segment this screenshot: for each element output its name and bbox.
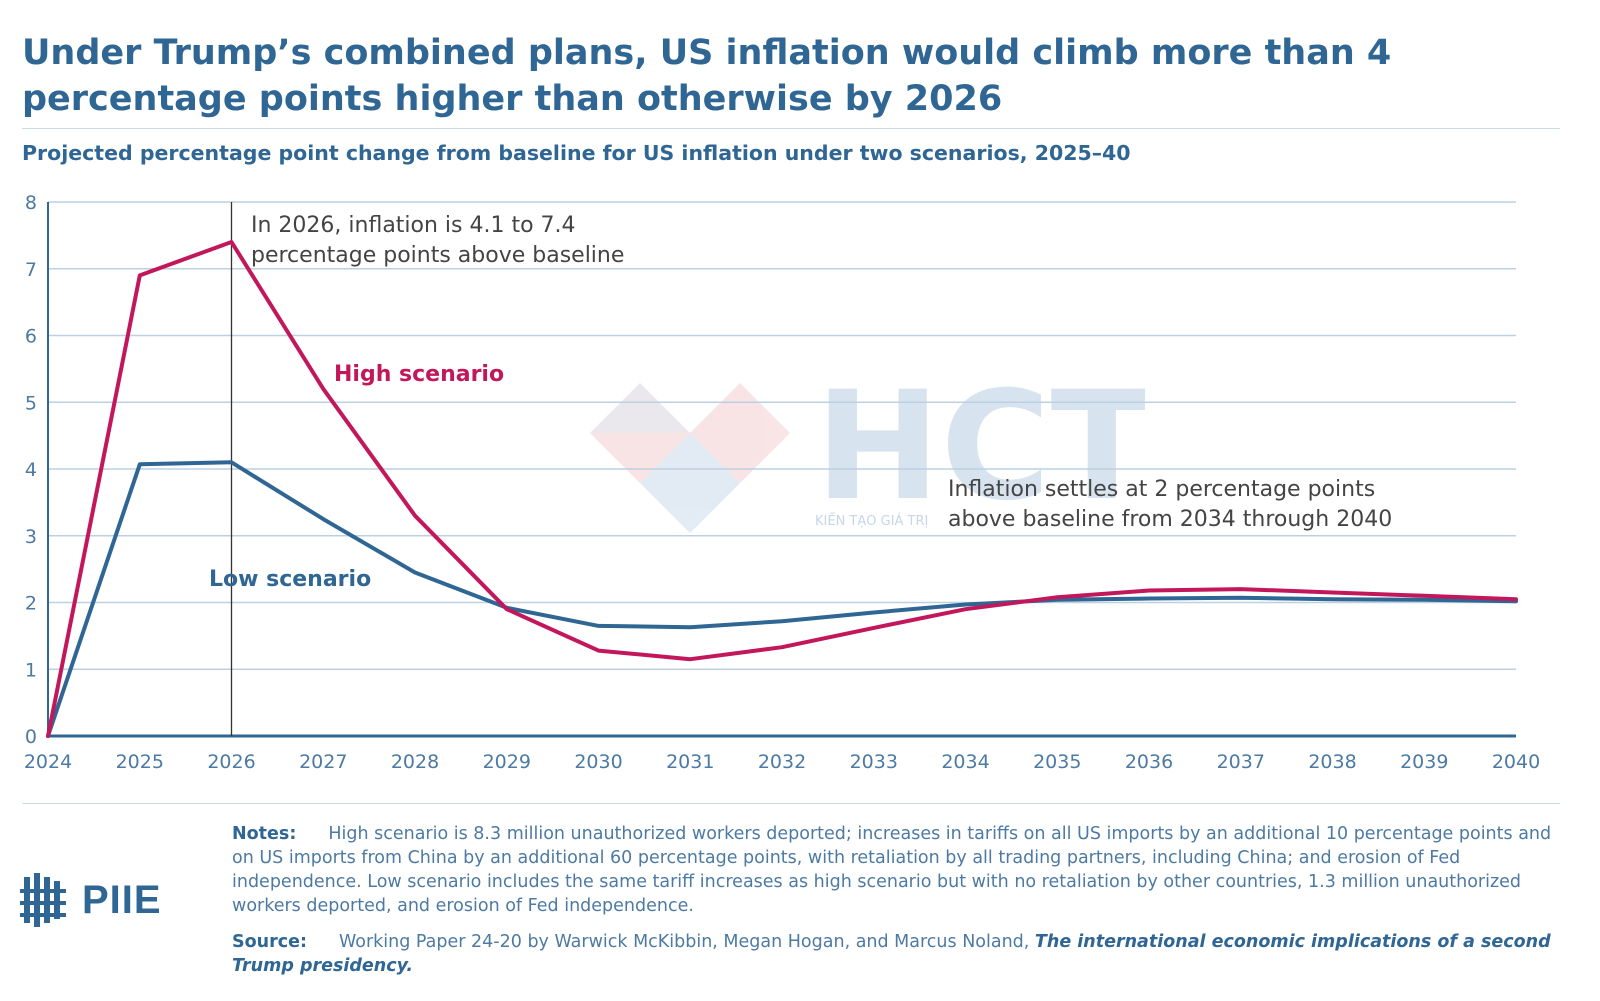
x-tick-label: 2035	[1033, 751, 1081, 773]
low-scenario-line	[46, 460, 1518, 738]
x-tick-label: 2024	[24, 751, 72, 773]
source-label: Source:	[232, 932, 307, 952]
y-tick-label: 6	[25, 326, 37, 348]
y-tick-label: 5	[25, 392, 37, 414]
x-tick-label: 2026	[207, 751, 255, 773]
x-tick-label: 2027	[299, 751, 347, 773]
x-tick-label: 2036	[1125, 751, 1173, 773]
annotation-settle-line: Inflation settles at 2 percentage points	[948, 477, 1375, 502]
logo-text: PIIE	[82, 877, 162, 922]
x-tick-label: 2040	[1492, 751, 1540, 773]
x-tick-label: 2038	[1308, 751, 1356, 773]
x-tick-label: 2030	[574, 751, 622, 773]
high-scenario-label: High scenario	[334, 362, 504, 387]
y-tick-label: 0	[25, 726, 37, 748]
y-tick-label: 1	[25, 659, 37, 681]
y-tick-label: 8	[25, 192, 37, 214]
source-title: The international economic implications …	[232, 932, 1551, 976]
low-scenario-label: Low scenario	[209, 567, 371, 592]
footer-notes: Notes: High scenario is 8.3 million unaut…	[232, 822, 1552, 990]
annotation-peak-line: In 2026, inflation is 4.1 to 7.4	[251, 213, 576, 238]
source: Source: Working Paper 24-20 by Warwick Mc…	[232, 930, 1552, 978]
y-tick-label: 3	[25, 526, 37, 548]
annotation-settle-line: above baseline from 2034 through 2040	[948, 507, 1392, 532]
notes-label: Notes:	[232, 824, 297, 844]
x-tick-label: 2039	[1400, 751, 1448, 773]
series-lines	[46, 240, 1518, 738]
y-tick-label: 2	[25, 593, 37, 615]
footer-divider	[22, 803, 1560, 804]
x-tick-label: 2032	[758, 751, 806, 773]
x-tick-label: 2037	[1217, 751, 1265, 773]
notes: Notes: High scenario is 8.3 million unaut…	[232, 822, 1552, 918]
y-tick-label: 7	[25, 259, 37, 281]
piie-logo-icon	[20, 873, 66, 927]
x-tick-label: 2033	[850, 751, 898, 773]
chart-title: Under Trump’s combined plans, US inflati…	[22, 33, 1392, 119]
x-tick-label: 2029	[483, 751, 531, 773]
source-text: Working Paper 24-20 by Warwick McKibbin,…	[338, 932, 1035, 952]
y-axis: 0 1 2 3 4 5 6 7 8	[25, 192, 49, 748]
annotations: In 2026, inflation is 4.1 to 7.4 percenta…	[209, 213, 1392, 592]
y-tick-label: 4	[25, 459, 37, 481]
x-tick-label: 2034	[941, 751, 989, 773]
chart-subtitle: Projected percentage point change from b…	[22, 141, 1131, 165]
annotation-peak-line: percentage points above baseline	[251, 243, 624, 268]
notes-text: High scenario is 8.3 million unauthorize…	[232, 824, 1552, 916]
title-divider	[22, 128, 1560, 129]
x-tick-label: 2031	[666, 751, 714, 773]
x-tick-label: 2025	[116, 751, 164, 773]
high-scenario-line	[46, 240, 1518, 738]
x-axis: 2024 2025 2026 2027 2028 2029 2030 2031 2032 2033…	[24, 751, 1540, 773]
piie-logo: PIIE	[20, 870, 162, 930]
gridlines	[48, 201, 1516, 738]
x-tick-label: 2028	[391, 751, 439, 773]
